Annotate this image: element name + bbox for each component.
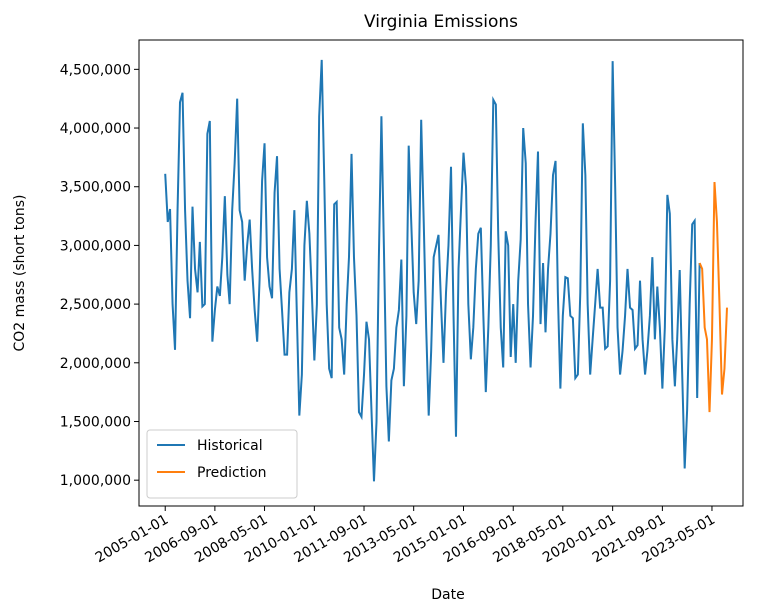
legend-label: Prediction — [197, 465, 267, 481]
y-tick-label: 4,500,000 — [60, 62, 131, 78]
y-tick-label: 3,000,000 — [60, 238, 131, 254]
series-line — [698, 181, 728, 413]
legend-label: Historical — [197, 438, 263, 454]
y-tick-label: 3,500,000 — [60, 180, 131, 196]
legend-box — [146, 429, 298, 499]
plot-frame — [138, 39, 744, 507]
y-tick-label: 2,000,000 — [60, 356, 131, 372]
chart-title: Virginia Emissions — [364, 12, 518, 32]
y-tick-label: 4,000,000 — [60, 121, 131, 137]
series-line — [164, 59, 701, 482]
y-tick-label: 2,500,000 — [60, 297, 131, 313]
y-tick-label: 1,500,000 — [60, 414, 131, 430]
x-axis-label: Date — [431, 587, 464, 603]
y-axis-label: CO2 mass (short tons) — [12, 195, 28, 352]
y-tick-label: 1,000,000 — [60, 473, 131, 489]
